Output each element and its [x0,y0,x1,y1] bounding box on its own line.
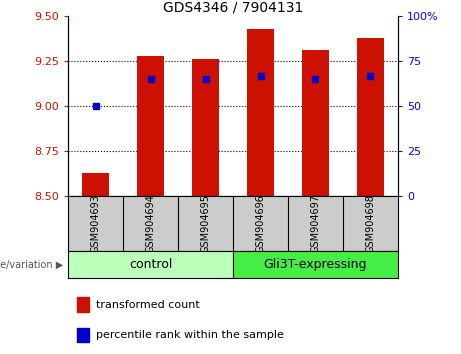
Text: percentile rank within the sample: percentile rank within the sample [96,330,284,340]
Text: genotype/variation ▶: genotype/variation ▶ [0,259,64,270]
Text: GSM904698: GSM904698 [366,194,375,253]
Text: Gli3T-expressing: Gli3T-expressing [264,258,367,271]
Text: GSM904694: GSM904694 [146,194,156,253]
Bar [233,251,398,278]
Bar [301,50,329,196]
Text: GSM904696: GSM904696 [255,194,266,253]
Text: transformed count: transformed count [96,299,200,309]
Bar [68,251,233,278]
Bar [82,173,109,196]
Bar [247,29,274,196]
Bar [192,59,219,196]
Text: GSM904695: GSM904695 [201,194,211,253]
Bar [357,38,384,196]
Text: GSM904693: GSM904693 [91,194,100,253]
Bar [137,56,165,196]
Title: GDS4346 / 7904131: GDS4346 / 7904131 [163,1,303,15]
Text: control: control [129,258,172,271]
Text: GSM904697: GSM904697 [310,194,320,253]
